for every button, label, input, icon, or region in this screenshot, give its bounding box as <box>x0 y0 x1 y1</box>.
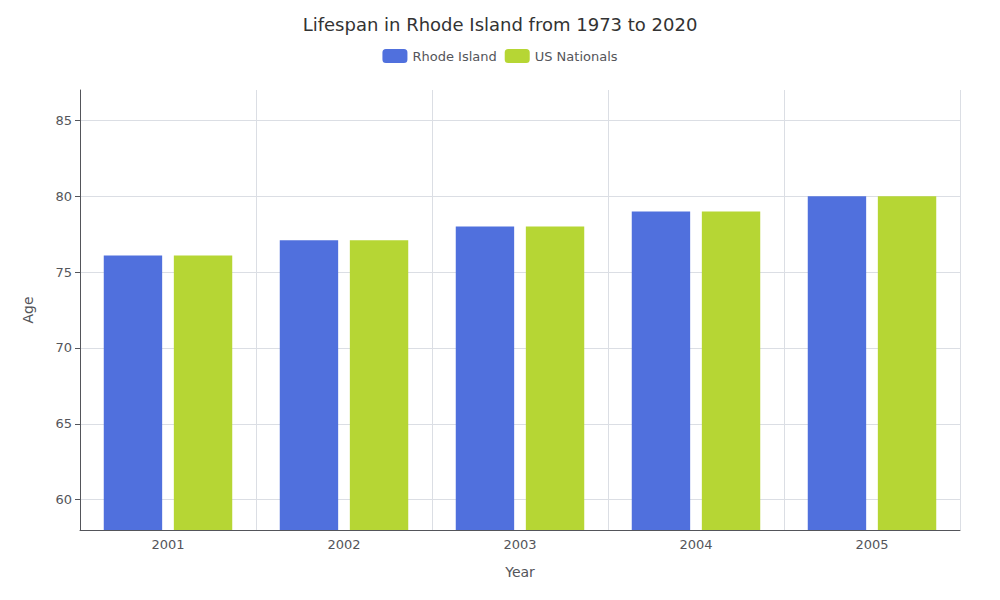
svg-text:2004: 2004 <box>679 537 712 552</box>
svg-text:Rhode Island: Rhode Island <box>412 49 496 64</box>
svg-text:65: 65 <box>55 416 72 431</box>
svg-text:70: 70 <box>55 340 72 355</box>
svg-text:60: 60 <box>55 492 72 507</box>
svg-text:2005: 2005 <box>855 537 888 552</box>
svg-text:80: 80 <box>55 189 72 204</box>
svg-text:75: 75 <box>55 265 72 280</box>
svg-text:2003: 2003 <box>503 537 536 552</box>
svg-text:2001: 2001 <box>151 537 184 552</box>
svg-text:Age: Age <box>20 296 36 323</box>
svg-text:Year: Year <box>504 564 535 580</box>
svg-text:Lifespan in Rhode Island from: Lifespan in Rhode Island from 1973 to 20… <box>303 14 698 35</box>
svg-text:2002: 2002 <box>327 537 360 552</box>
svg-text:85: 85 <box>55 113 72 128</box>
svg-text:US Nationals: US Nationals <box>535 49 618 64</box>
